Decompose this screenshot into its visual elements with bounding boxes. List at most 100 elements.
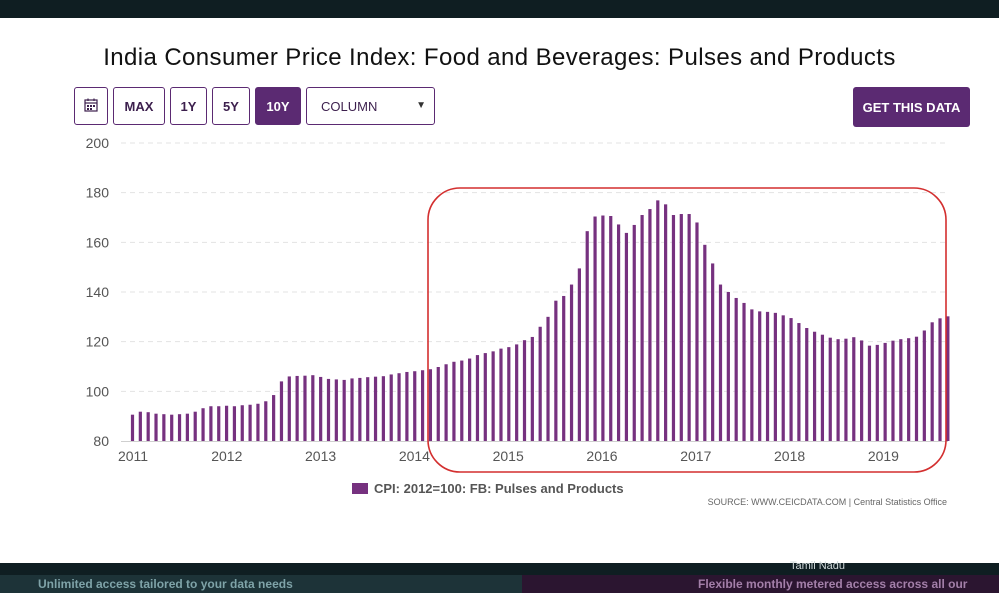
- bar: [138, 411, 142, 441]
- bar: [232, 406, 237, 441]
- bar: [436, 367, 440, 441]
- bar: [303, 375, 307, 441]
- bar: [240, 405, 244, 441]
- bar: [162, 414, 166, 441]
- bar: [875, 344, 879, 441]
- bar: [217, 406, 221, 441]
- y-tick-label: 100: [86, 383, 110, 399]
- x-tick-label: 2015: [493, 448, 524, 464]
- bar: [209, 406, 213, 441]
- bar: [319, 376, 323, 441]
- range-5y-button[interactable]: 5Y: [212, 87, 250, 125]
- bar: [938, 318, 942, 441]
- bar: [522, 340, 527, 441]
- x-tick-label: 2018: [774, 448, 805, 464]
- bar: [554, 300, 558, 441]
- bar: [609, 216, 613, 441]
- bar: [789, 318, 793, 441]
- bar: [664, 204, 668, 441]
- bar: [428, 369, 433, 441]
- bar: [695, 222, 699, 441]
- x-tick-label: 2019: [868, 448, 899, 464]
- bar: [624, 232, 629, 441]
- bar: [350, 378, 354, 441]
- chart-type-select[interactable]: COLUMN ▼: [306, 87, 435, 125]
- bar: [507, 347, 511, 441]
- chart-legend[interactable]: CPI: 2012=100: FB: Pulses and Products: [352, 481, 624, 496]
- bar: [499, 348, 503, 441]
- x-tick-label: 2017: [680, 448, 711, 464]
- get-this-data-button[interactable]: GET THIS DATA: [853, 87, 970, 127]
- bar: [224, 405, 229, 441]
- bar: [687, 214, 691, 441]
- bar: [256, 403, 260, 441]
- bar: [899, 339, 903, 441]
- bar: [460, 360, 464, 441]
- bar: [726, 292, 730, 441]
- bar: [577, 268, 581, 441]
- bar: [765, 311, 770, 441]
- bar: [601, 215, 605, 441]
- bar: [389, 374, 393, 441]
- bar: [515, 344, 519, 441]
- bar: [358, 377, 362, 441]
- bar: [648, 209, 652, 441]
- range-1y-button[interactable]: 1Y: [170, 87, 207, 125]
- bar: [287, 376, 291, 441]
- bar: [946, 316, 950, 441]
- bar: [773, 312, 777, 441]
- top-nav-bar: [0, 0, 999, 18]
- bar: [468, 358, 472, 441]
- y-tick-label: 120: [86, 334, 110, 350]
- calendar-button[interactable]: [74, 87, 108, 125]
- bar: [828, 337, 832, 441]
- bar: [130, 414, 135, 441]
- y-tick-label: 180: [86, 185, 110, 201]
- bar: [907, 338, 911, 441]
- bar: [585, 231, 589, 441]
- bar: [185, 413, 189, 441]
- bar: [922, 330, 926, 441]
- bar: [193, 411, 197, 441]
- banner-right[interactable]: Flexible monthly metered access across a…: [522, 575, 999, 593]
- bar: [632, 224, 636, 441]
- x-tick-label: 2013: [305, 448, 336, 464]
- bar: [562, 295, 566, 441]
- bar: [569, 284, 574, 441]
- highlight-box: [427, 187, 947, 473]
- bar: [656, 200, 660, 441]
- bar: [718, 284, 723, 441]
- bar: [781, 315, 785, 441]
- x-tick-label: 2012: [211, 448, 242, 464]
- x-tick-label: 2014: [399, 448, 430, 464]
- chart-type-value: COLUMN: [321, 98, 378, 114]
- banner-left[interactable]: Unlimited access tailored to your data n…: [0, 575, 522, 593]
- bar: [326, 378, 331, 441]
- bar: [671, 215, 676, 441]
- bar: [750, 309, 754, 441]
- bar: [201, 408, 205, 441]
- bar: [797, 323, 801, 441]
- source-credit: SOURCE: WWW.CEICDATA.COM | Central Stati…: [707, 497, 947, 507]
- bar: [679, 214, 683, 441]
- bar: [397, 373, 401, 441]
- bar: [538, 326, 542, 441]
- bar: [154, 413, 158, 441]
- bar: [475, 355, 480, 441]
- legend-swatch: [352, 483, 368, 494]
- bar: [593, 216, 597, 441]
- range-10y-button[interactable]: 10Y: [255, 87, 301, 125]
- bar: [852, 337, 856, 441]
- bar: [703, 244, 707, 441]
- y-tick-label: 80: [93, 433, 109, 449]
- calendar-icon: [84, 98, 98, 115]
- bar: [860, 340, 864, 441]
- bar: [820, 334, 825, 441]
- bar: [413, 371, 417, 441]
- range-max-button[interactable]: MAX: [113, 87, 165, 125]
- bar: [883, 342, 887, 441]
- bar: [530, 336, 534, 441]
- bar: [491, 351, 495, 441]
- background-label: Tamil Nadu: [790, 560, 846, 572]
- x-tick-label: 2016: [586, 448, 617, 464]
